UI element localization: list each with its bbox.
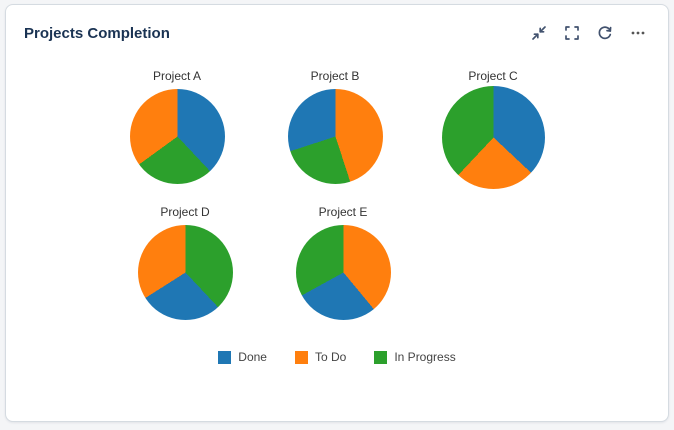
fullscreen-button[interactable]	[560, 21, 584, 45]
chart-legend: Done To Do In Progress	[6, 350, 668, 364]
pie-project-b[interactable]	[287, 89, 383, 184]
chart-row-2: Project D Project E	[6, 205, 668, 320]
pie-chart-project-d: Project D	[106, 205, 264, 320]
legend-item-done[interactable]: Done	[218, 350, 267, 364]
pie-chart-project-c: Project C	[414, 69, 572, 189]
legend-label: Done	[238, 350, 267, 364]
refresh-button[interactable]	[593, 21, 617, 45]
pie-chart-title: Project C	[468, 69, 518, 83]
pie-chart-project-e: Project E	[264, 205, 422, 320]
pie-chart-title: Project D	[160, 205, 210, 219]
legend-label: In Progress	[394, 350, 456, 364]
pie-chart-project-a: Project A	[98, 69, 256, 189]
pie-project-a[interactable]	[129, 89, 225, 184]
collapse-button[interactable]	[527, 21, 551, 45]
pie-chart-title: Project A	[152, 69, 202, 83]
panel-actions	[527, 21, 650, 45]
panel-title: Projects Completion	[24, 24, 170, 42]
panel-header: Projects Completion	[6, 5, 668, 45]
fullscreen-icon	[564, 25, 580, 41]
pie-chart-title: Project E	[318, 205, 368, 219]
pie-chart-project-b: Project B	[256, 69, 414, 189]
more-options-button[interactable]	[626, 21, 650, 45]
pie-project-c[interactable]	[441, 86, 545, 189]
pie-chart-title: Project B	[310, 69, 360, 83]
pie-project-d[interactable]	[137, 225, 233, 320]
legend-swatch-in-progress	[374, 350, 388, 364]
legend-swatch-to-do	[294, 350, 308, 364]
legend-item-in-progress[interactable]: In Progress	[374, 350, 456, 364]
legend-swatch-done	[218, 350, 232, 364]
chart-row-1: Project A Project B Project C	[6, 69, 668, 189]
legend-item-to-do[interactable]: To Do	[294, 350, 347, 364]
ellipsis-icon	[630, 25, 646, 41]
charts-area: Project A Project B Project C Project D Pro…	[6, 69, 668, 320]
legend-label: To Do	[314, 350, 347, 364]
pie-project-e[interactable]	[295, 225, 391, 320]
projects-completion-panel: Projects Completion	[5, 4, 669, 422]
refresh-icon	[597, 25, 613, 41]
collapse-icon	[531, 25, 547, 41]
